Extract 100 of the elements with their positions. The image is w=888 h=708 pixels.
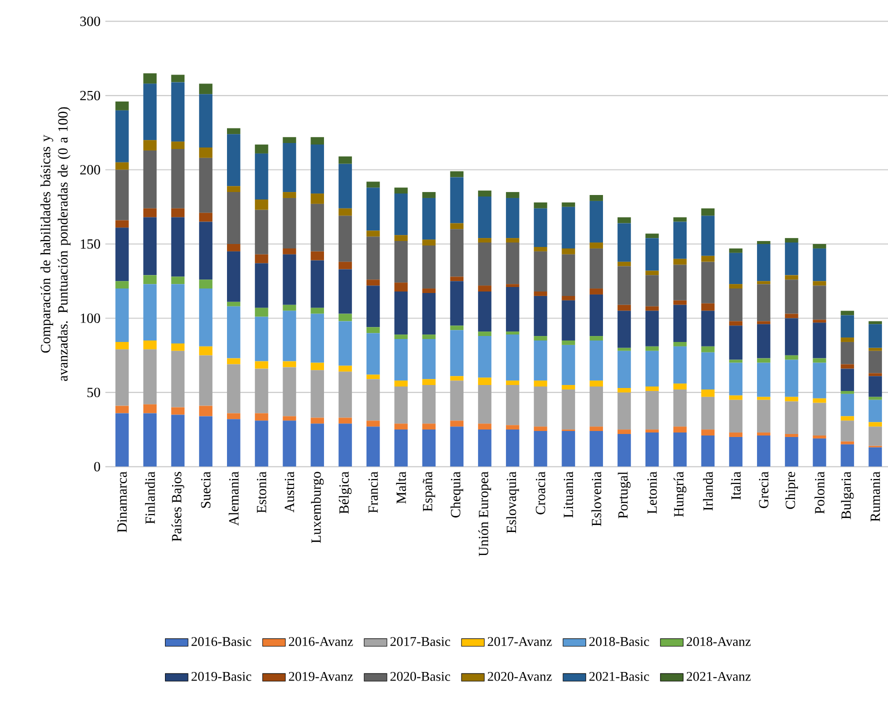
bar bbox=[450, 330, 464, 376]
bar bbox=[394, 430, 408, 467]
bar bbox=[171, 208, 185, 218]
bar bbox=[310, 144, 324, 194]
bar bbox=[645, 390, 659, 430]
bar bbox=[840, 420, 854, 442]
bar bbox=[366, 188, 380, 231]
bar bbox=[310, 370, 324, 418]
bar bbox=[784, 275, 798, 280]
bar bbox=[673, 258, 687, 265]
x-tick-label: Austria bbox=[284, 472, 294, 512]
bar bbox=[394, 282, 408, 292]
bar bbox=[534, 340, 548, 381]
bar bbox=[784, 238, 798, 243]
y-tick-label: 200 bbox=[80, 165, 100, 175]
x-tick-label: Bélgica bbox=[338, 472, 352, 514]
bar bbox=[590, 242, 603, 248]
bar bbox=[450, 281, 464, 326]
bar bbox=[618, 310, 631, 348]
bar bbox=[254, 144, 268, 154]
bar bbox=[450, 420, 464, 427]
bar bbox=[171, 414, 185, 467]
x-tick-label: Eslovenia bbox=[591, 472, 602, 526]
bar bbox=[478, 242, 492, 286]
bar bbox=[394, 292, 408, 335]
bar bbox=[450, 376, 464, 381]
bar bbox=[115, 349, 129, 406]
bar bbox=[254, 308, 268, 317]
bar bbox=[143, 84, 157, 140]
bar bbox=[701, 208, 715, 216]
x-tick-label: Lituania bbox=[564, 472, 574, 518]
bar bbox=[757, 324, 770, 358]
bar bbox=[310, 308, 324, 314]
bar bbox=[868, 350, 882, 374]
x-tick-label: Eslovaquia bbox=[506, 472, 519, 534]
bar bbox=[506, 198, 520, 238]
bar bbox=[282, 361, 296, 368]
y-axis-title: Comparación de habilidades básicas y avanzadas. Puntuación ponderadas de (0 a 100) bbox=[40, 107, 70, 381]
bar bbox=[506, 238, 520, 243]
bar bbox=[562, 344, 576, 386]
bar bbox=[673, 222, 687, 259]
bar bbox=[199, 406, 212, 416]
bar bbox=[840, 368, 854, 391]
bar bbox=[282, 248, 296, 254]
bar bbox=[562, 202, 576, 207]
bar bbox=[143, 340, 157, 350]
bar bbox=[422, 245, 436, 289]
bar bbox=[812, 322, 826, 358]
x-tick-label: Malta bbox=[396, 472, 406, 504]
bar bbox=[673, 389, 687, 427]
legend-label: 2017-Avanz bbox=[488, 637, 552, 646]
bar bbox=[618, 217, 631, 224]
bar bbox=[784, 280, 798, 314]
bar bbox=[729, 288, 742, 322]
x-tick-label: España bbox=[422, 472, 436, 512]
bar bbox=[757, 432, 770, 436]
bar bbox=[254, 199, 268, 210]
bar bbox=[310, 260, 324, 308]
bar bbox=[534, 426, 548, 432]
x-tick-label: Francia bbox=[368, 472, 378, 513]
bar bbox=[450, 380, 464, 421]
bar bbox=[366, 327, 380, 334]
y-tick-label: 250 bbox=[80, 90, 100, 100]
bar bbox=[757, 281, 770, 284]
bar bbox=[254, 153, 268, 200]
bar bbox=[784, 401, 798, 434]
bar bbox=[534, 208, 548, 247]
bar bbox=[868, 422, 882, 427]
bar bbox=[562, 296, 576, 300]
bar bbox=[590, 248, 603, 289]
bar bbox=[673, 432, 687, 467]
bar bbox=[701, 430, 715, 436]
bar bbox=[226, 244, 240, 252]
bar bbox=[450, 326, 464, 330]
bar bbox=[840, 364, 854, 369]
bar bbox=[366, 286, 380, 328]
bar bbox=[422, 192, 436, 198]
bar bbox=[226, 128, 240, 134]
bar bbox=[171, 407, 185, 415]
bar bbox=[422, 198, 436, 240]
bar bbox=[422, 334, 436, 340]
bar bbox=[226, 192, 240, 244]
bar bbox=[812, 281, 826, 286]
bar bbox=[450, 426, 464, 467]
bar bbox=[199, 94, 212, 148]
x-tick-label: Irlanda bbox=[702, 472, 713, 511]
bar bbox=[840, 338, 854, 342]
bar bbox=[422, 385, 436, 424]
bar bbox=[812, 248, 826, 282]
bar bbox=[310, 137, 324, 145]
bar bbox=[590, 195, 603, 201]
bar bbox=[282, 310, 296, 362]
bar bbox=[673, 342, 687, 346]
bar bbox=[729, 326, 742, 360]
x-tick-label: Croacia bbox=[536, 472, 546, 514]
bar bbox=[506, 385, 520, 426]
bar bbox=[422, 430, 436, 467]
bar bbox=[226, 302, 240, 306]
bar bbox=[534, 246, 548, 252]
bar bbox=[422, 292, 436, 335]
